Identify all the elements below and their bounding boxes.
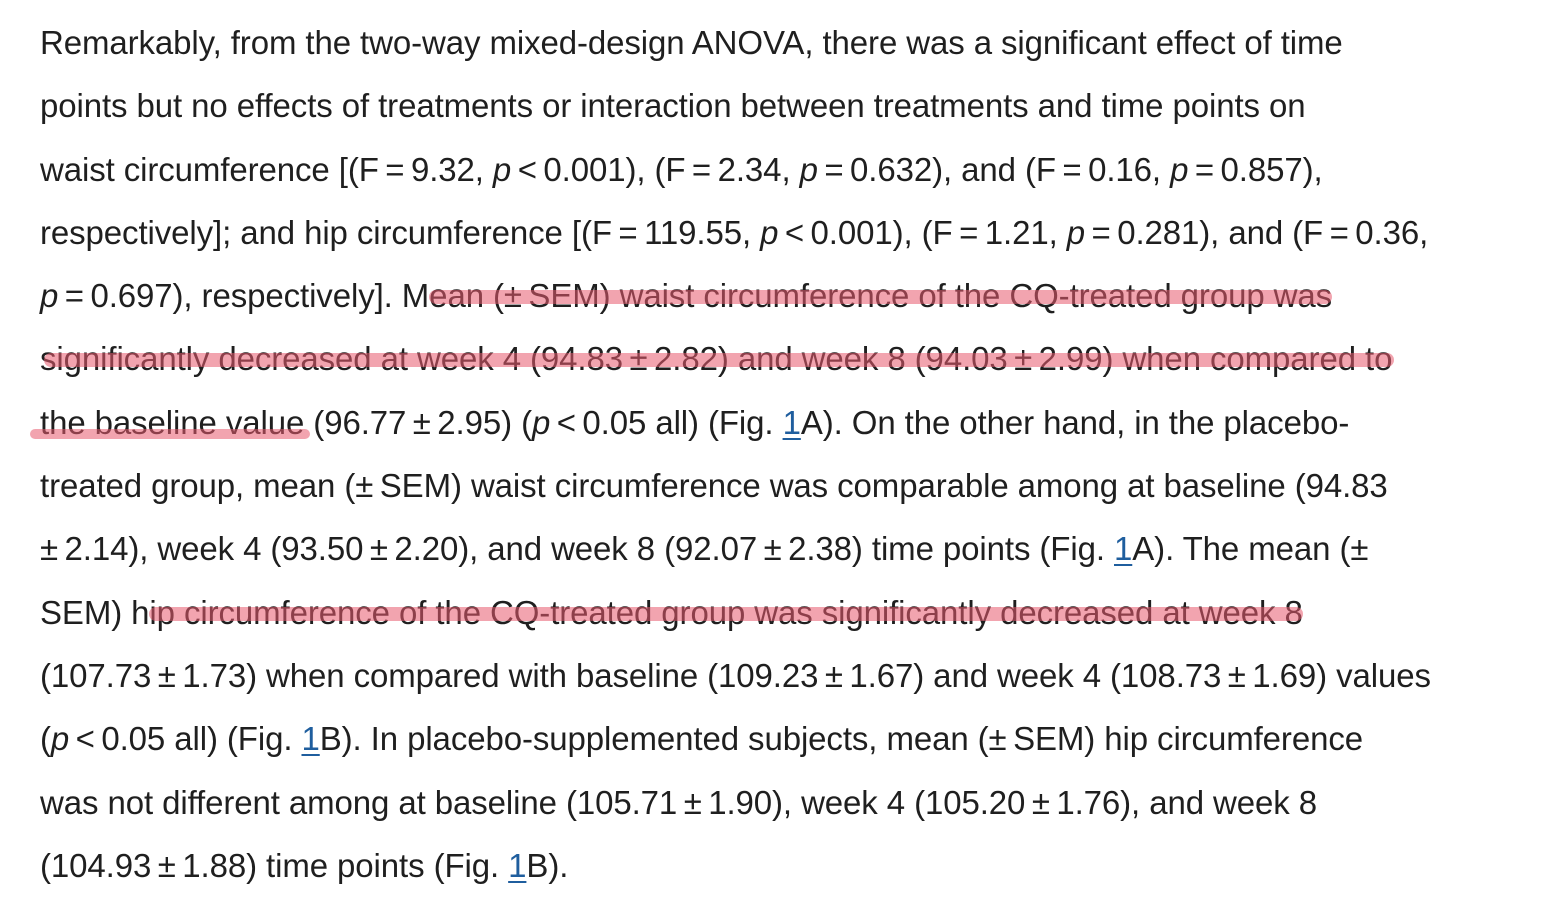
figure-link[interactable]: 1 [301,720,320,758]
text-segment: < 0.001), (F = 2.34, [511,150,800,188]
text-line: points but no effects of treatments or i… [40,74,1540,137]
text-line: SEM) hip circumference of the CQ-treated… [40,581,1540,644]
text-segment: A). On the other hand, in the placebo- [800,403,1350,441]
text-segment: = 0.697), respectively]. Mean (± SEM) wa… [58,277,1333,315]
p-symbol: p [760,213,779,251]
text-segment: respectively]; and hip circumference [(F… [40,213,761,251]
text-line: was not different among at baseline (105… [40,771,1540,834]
text-line: p = 0.697), respectively]. Mean (± SEM) … [40,264,1540,327]
text-line: respectively]; and hip circumference [(F… [40,201,1540,264]
text-segment: < 0.001), (F = 1.21, [778,213,1067,251]
text-segment: waist circumference [(F = 9.32, [40,150,493,188]
text-segment: the baseline value (96.77 ± 2.95) ( [40,403,532,441]
text-segment: A). The mean (± [1132,530,1369,568]
text-line: treated group, mean (± SEM) waist circum… [40,454,1540,517]
p-symbol: p [531,403,551,441]
p-symbol: p [1170,150,1189,188]
text-line: significantly decreased at week 4 (94.83… [40,327,1540,390]
text-segment: Remarkably, from the two-way mixed-desig… [40,24,1343,61]
figure-link[interactable]: 1 [1114,530,1133,568]
text-segment: SEM) hip circumference of the CQ-treated… [40,593,1303,631]
text-segment: = 0.281), and (F = 0.36, [1085,213,1429,251]
text-segment: B). [526,846,569,884]
p-symbol: p [40,277,59,315]
text-segment: < 0.05 all) (Fig. [550,403,783,441]
text-segment: ( [40,720,51,758]
text-segment: points but no effects of treatments or i… [40,87,1306,125]
text-segment: B). In placebo-supplemented subjects, me… [319,720,1363,758]
text-line: (107.73 ± 1.73) when compared with basel… [40,644,1540,707]
p-symbol: p [492,150,512,188]
text-line: waist circumference [(F = 9.32, p < 0.00… [40,138,1540,201]
figure-link[interactable]: 1 [782,403,801,441]
text-segment: was not different among at baseline (105… [40,783,1317,821]
text-line: (p < 0.05 all) (Fig. 1B). In placebo-sup… [40,707,1540,770]
text-segment: treated group, mean (± SEM) waist circum… [40,467,1388,505]
text-segment: = 0.857), [1188,150,1323,188]
text-line: (104.93 ± 1.88) time points (Fig. 1B). [40,834,1540,897]
text-line: the baseline value (96.77 ± 2.95) (p < 0… [30,391,1540,454]
text-segment: < 0.05 all) (Fig. [69,720,302,758]
article-paragraph: Remarkably, from the two-way mixed-desig… [30,11,1540,897]
text-segment: ± 2.14), week 4 (93.50 ± 2.20), and week… [40,530,1114,568]
text-segment: = 0.632), and (F = 0.16, [817,150,1171,188]
p-symbol: p [799,150,818,188]
p-symbol: p [1066,213,1086,251]
text-segment: (104.93 ± 1.88) time points (Fig. [40,846,509,884]
p-symbol: p [50,720,70,758]
text-line: ± 2.14), week 4 (93.50 ± 2.20), and week… [40,517,1540,580]
text-line: Remarkably, from the two-way mixed-desig… [40,11,1540,74]
figure-link[interactable]: 1 [508,846,527,884]
text-segment: (107.73 ± 1.73) when compared with basel… [40,656,1431,694]
text-segment: significantly decreased at week 4 (94.83… [40,340,1393,378]
